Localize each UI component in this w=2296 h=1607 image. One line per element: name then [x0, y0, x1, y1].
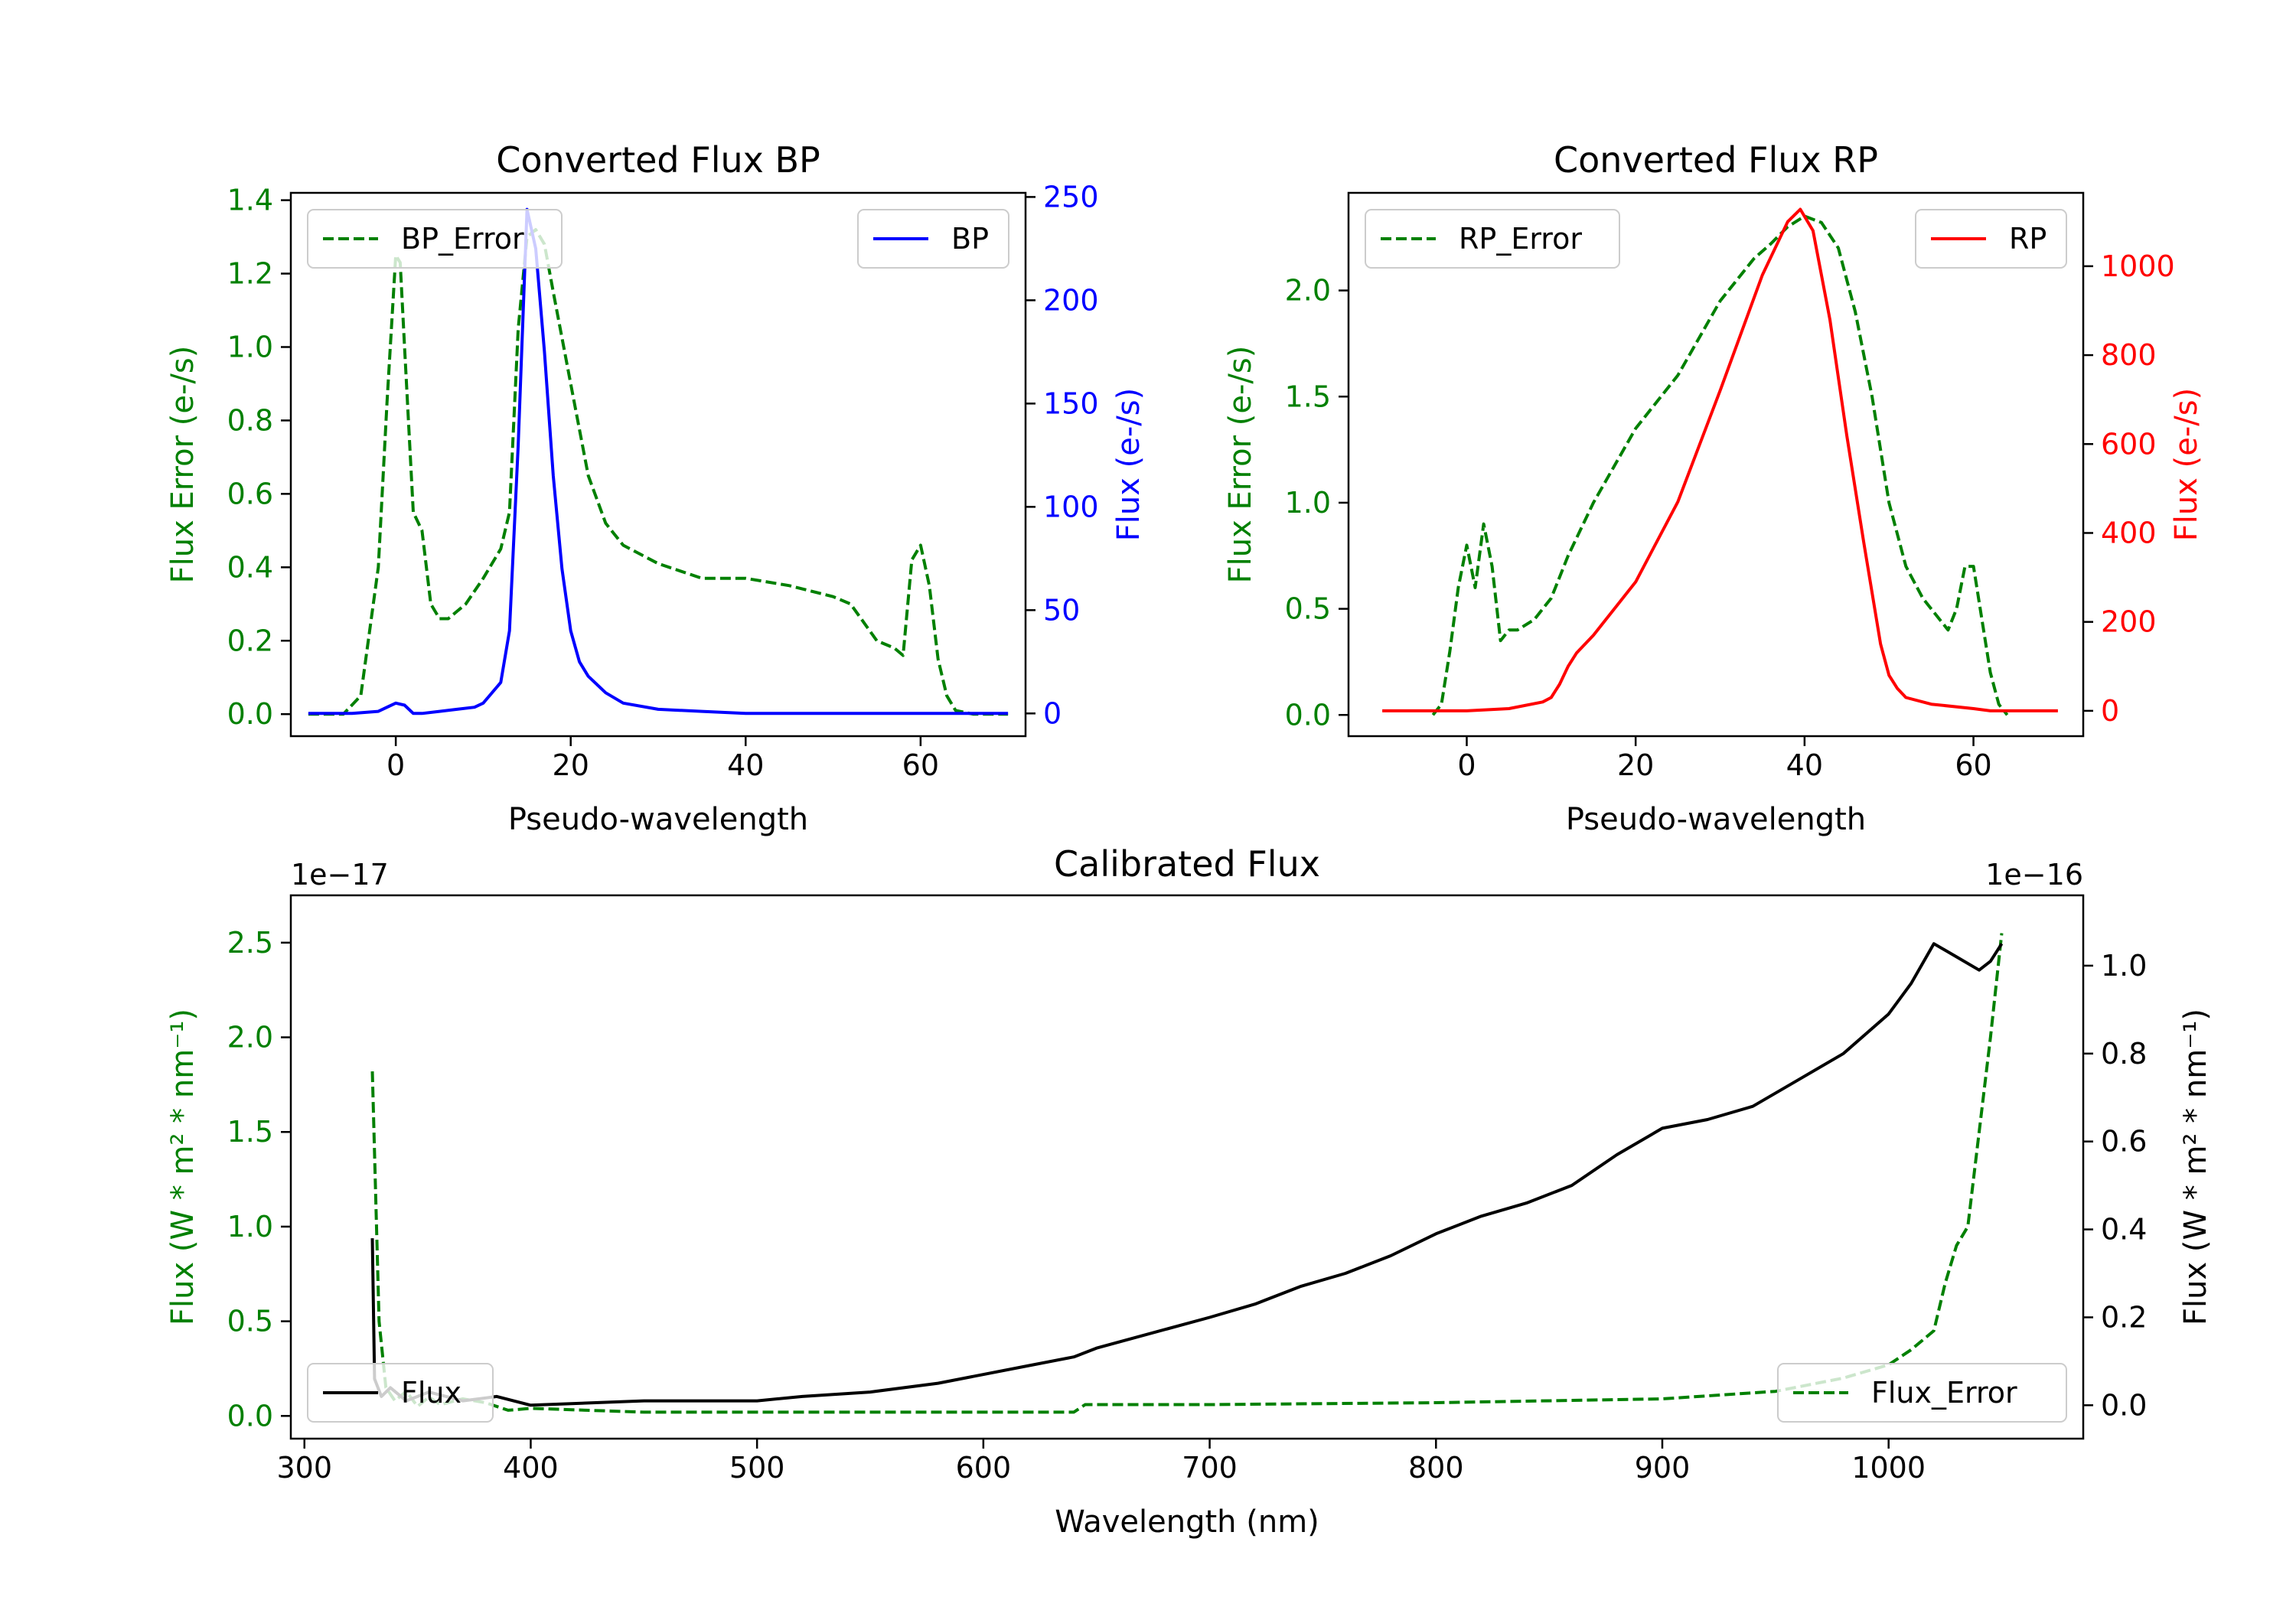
- legend-box: [307, 209, 563, 269]
- y-right-tick-label: 0.2: [2101, 1300, 2147, 1334]
- x-tick-label: 900: [1635, 1451, 1691, 1485]
- series-group: [308, 207, 1009, 716]
- y-right-tick-label: 0.6: [2101, 1125, 2147, 1159]
- chart-title: Converted Flux RP: [1554, 139, 1878, 181]
- x-axis-label: Pseudo-wavelength: [508, 802, 808, 837]
- y-right-tick-label: 800: [2101, 338, 2157, 372]
- y-left-tick-label: 0.5: [227, 1305, 273, 1338]
- y-right-tick-label: 600: [2101, 427, 2157, 461]
- legend-bp-error: BP_Error: [307, 209, 563, 269]
- y-right-tick-label: 0.4: [2101, 1213, 2147, 1247]
- series-line-rp-error: [1431, 214, 2009, 716]
- x-tick-label: 500: [729, 1451, 785, 1485]
- y-right-axis-label: Flux (W * m² * nm⁻¹): [2178, 1009, 2213, 1325]
- y-left-tick-label: 1.2: [227, 257, 273, 291]
- y-left-tick-label: 1.5: [227, 1115, 273, 1149]
- y-left-tick-label: 0.6: [227, 477, 273, 510]
- x-tick-label: 0: [386, 748, 405, 782]
- y-right-tick-label: 200: [2101, 605, 2157, 639]
- x-tick-label: 40: [727, 748, 764, 782]
- x-tick-label: 700: [1182, 1451, 1238, 1485]
- y-right-tick-label: 0: [2101, 694, 2119, 728]
- y-left-tick-label: 0.2: [227, 624, 273, 657]
- legend-flux: Flux: [307, 1363, 494, 1423]
- chart-calibrated-flux: 300 400 500 600 700 800 900 1000 0.0 0.5 1.0 1.5 2.0…: [165, 843, 2213, 1540]
- chart-title: Converted Flux BP: [496, 139, 820, 181]
- y-right-tick-label: 0.0: [2101, 1388, 2147, 1422]
- y-right-tick-label: 250: [1043, 180, 1099, 214]
- y-right-tick-label: 0: [1043, 696, 1062, 730]
- legend-label: Flux_Error: [1871, 1376, 2017, 1410]
- x-tick-label: 600: [956, 1451, 1012, 1485]
- x-tick-label: 400: [503, 1451, 559, 1485]
- y-left-tick-label: 1.4: [227, 184, 273, 217]
- legend-box: [1365, 209, 1620, 269]
- y-left-tick-label: 2.0: [1285, 274, 1331, 308]
- y-left-tick-label: 0.0: [1285, 698, 1331, 732]
- y-left-axis-label: Flux Error (e-/s): [1223, 346, 1258, 584]
- legend-box: [1915, 209, 2067, 269]
- x-tick-label: 300: [276, 1451, 332, 1485]
- legend-box: [1777, 1363, 2067, 1423]
- legend-label: RP: [2009, 222, 2047, 256]
- y-left-offset-label: 1e−17: [291, 858, 389, 892]
- x-tick-label: 60: [902, 748, 939, 782]
- y-left-axis-label: Flux (W * m² * nm⁻¹): [165, 1009, 201, 1325]
- x-tick-label: 20: [1617, 748, 1654, 782]
- y-right-tick-label: 100: [1043, 490, 1099, 523]
- chart-title: Calibrated Flux: [1054, 843, 1320, 885]
- legend-label: BP: [951, 222, 989, 256]
- x-tick-label: 40: [1786, 748, 1823, 782]
- y-right-tick-label: 200: [1043, 283, 1099, 317]
- plot-frame: [289, 191, 1027, 738]
- x-axis-label: Wavelength (nm): [1055, 1504, 1319, 1540]
- x-tick-label: 1000: [1851, 1451, 1926, 1485]
- chart-converted-flux-rp: 0 20 40 60 0.0 0.5 1.0 1.5 2.0 0 200 400 600 800 1000 C…: [1223, 139, 2204, 837]
- series-line-bp-error: [308, 228, 1009, 716]
- x-tick-label: 20: [553, 748, 589, 782]
- chart-converted-flux-bp: 0 20 40 60 0.0 0.2 0.4 0.6 0.8 1.0 1.2 1.4 0 50 100 150…: [165, 139, 1146, 837]
- y-left-tick-label: 0.4: [227, 550, 273, 584]
- series-line-bp: [308, 207, 1009, 715]
- y-left-tick-label: 1.0: [227, 330, 273, 363]
- x-tick-label: 0: [1457, 748, 1476, 782]
- plot-frame: [289, 894, 2085, 1440]
- legend-label: Flux: [401, 1376, 461, 1410]
- legend-label: BP_Error: [401, 222, 524, 256]
- y-left-axis-label: Flux Error (e-/s): [165, 346, 201, 584]
- y-right-tick-label: 150: [1043, 386, 1099, 420]
- y-right-tick-label: 50: [1043, 593, 1080, 627]
- legend-label: RP_Error: [1459, 222, 1582, 256]
- x-tick-label: 800: [1408, 1451, 1464, 1485]
- x-axis-label: Pseudo-wavelength: [1566, 802, 1866, 837]
- series-line-rp: [1382, 207, 2058, 712]
- y-left-tick-label: 0.5: [1285, 592, 1331, 626]
- legend-flux-error: Flux_Error: [1777, 1363, 2067, 1423]
- y-right-tick-label: 1000: [2101, 249, 2175, 283]
- y-right-tick-label: 1.0: [2101, 949, 2147, 983]
- y-left-tick-label: 0.0: [227, 697, 273, 731]
- y-right-tick-label: 400: [2101, 516, 2157, 549]
- y-right-axis-label: Flux (e-/s): [1111, 388, 1146, 541]
- series-group: [1382, 207, 2058, 716]
- y-right-offset-label: 1e−16: [1985, 858, 2083, 892]
- y-left-tick-label: 1.5: [1285, 380, 1331, 413]
- legend-bp: BP: [857, 209, 1009, 269]
- y-left-tick-label: 2.5: [227, 926, 273, 960]
- y-left-tick-label: 2.0: [227, 1021, 273, 1054]
- legend-rp: RP: [1915, 209, 2067, 269]
- y-right-tick-label: 0.8: [2101, 1037, 2147, 1071]
- x-tick-label: 60: [1955, 748, 1991, 782]
- y-left-tick-label: 0.8: [227, 403, 273, 437]
- legend-box: [307, 1363, 494, 1423]
- legend-rp-error: RP_Error: [1365, 209, 1620, 269]
- plot-frame: [1347, 191, 2085, 738]
- y-left-tick-label: 0.0: [227, 1399, 273, 1433]
- legend-box: [857, 209, 1009, 269]
- y-left-tick-label: 1.0: [1285, 486, 1331, 520]
- y-left-tick-label: 1.0: [227, 1210, 273, 1244]
- y-right-axis-label: Flux (e-/s): [2169, 388, 2204, 541]
